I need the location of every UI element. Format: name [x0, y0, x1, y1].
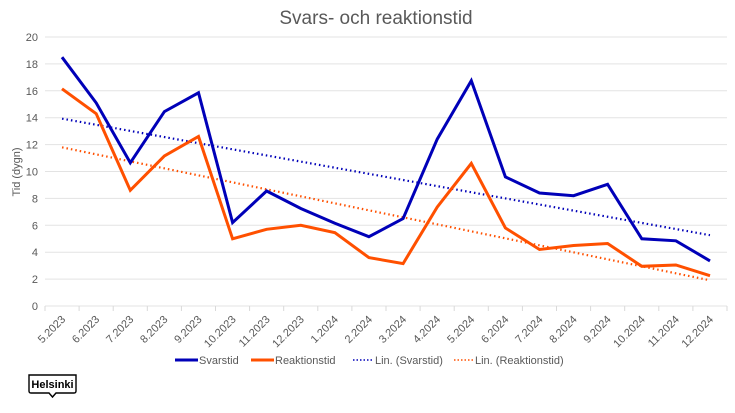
x-tick-label: 5.2023	[36, 314, 68, 346]
x-tick-label: 11.2024	[646, 314, 682, 350]
y-axis-ticks: 0 2 4 6 8 10 12 14 16 18 20	[26, 32, 38, 313]
y-tick-label: 0	[32, 301, 38, 313]
legend: Svarstid Reaktionstid Lin. (Svarstid) Li…	[175, 355, 564, 367]
y-tick-label: 20	[26, 32, 38, 44]
x-tick-label: 2.2024	[343, 314, 375, 346]
legend-label-lin-reaktionstid: Lin. (Reaktionstid)	[475, 355, 564, 367]
y-tick-label: 16	[26, 86, 38, 98]
y-tick-label: 18	[26, 59, 38, 71]
x-tick-label: 8.2024	[547, 314, 579, 346]
y-tick-label: 4	[32, 247, 38, 259]
trendlines	[61, 117, 711, 282]
x-tick-label: 9.2024	[581, 314, 613, 346]
logo-text: Helsinki	[31, 379, 73, 391]
series-line-svarstid	[60, 56, 711, 263]
x-axis-ticks: 5.2023 6.2023 7.2023 8.2023 9.202310.202311.…	[36, 306, 728, 351]
x-tick-label: 3.2024	[377, 314, 409, 346]
y-tick-label: 2	[32, 274, 38, 286]
trendline-svarstid	[61, 117, 711, 237]
y-axis-label: Tid (dygn)	[11, 147, 23, 196]
x-tick-label: 9.2023	[172, 314, 204, 346]
y-tick-label: 6	[32, 220, 38, 232]
y-tick-label: 12	[26, 140, 38, 152]
x-tick-label: 6.2024	[479, 314, 511, 346]
legend-label-lin-svarstid: Lin. (Svarstid)	[375, 355, 443, 367]
legend-label-svarstid: Svarstid	[199, 355, 239, 367]
x-tick-label: 5.2024	[445, 314, 477, 346]
x-tick-label: 11.2023	[237, 314, 273, 350]
x-tick-label: 10.2023	[202, 314, 239, 351]
x-tick-label: 10.2024	[611, 314, 648, 351]
helsinki-logo: Helsinki	[28, 374, 77, 399]
series-lines	[60, 56, 711, 278]
logo-frame	[28, 374, 77, 399]
x-tick-label: 12.2023	[270, 314, 307, 351]
legend-label-reaktionstid: Reaktionstid	[275, 355, 336, 367]
x-tick-label: 4.2024	[411, 314, 443, 346]
x-tick-label: 7.2023	[104, 314, 136, 346]
series-line-reaktionstid	[61, 87, 711, 278]
x-tick-label: 6.2023	[70, 314, 102, 346]
grid	[45, 36, 727, 307]
x-tick-label: 7.2024	[513, 314, 545, 346]
y-tick-label: 10	[26, 167, 38, 179]
y-tick-label: 14	[26, 113, 38, 125]
x-tick-label: 12.2024	[679, 314, 716, 351]
chart-title: Svars- och reaktionstid	[279, 8, 472, 29]
x-tick-label: 8.2023	[138, 314, 170, 346]
y-tick-label: 8	[32, 193, 38, 205]
x-tick-label: 1.2024	[309, 314, 341, 346]
